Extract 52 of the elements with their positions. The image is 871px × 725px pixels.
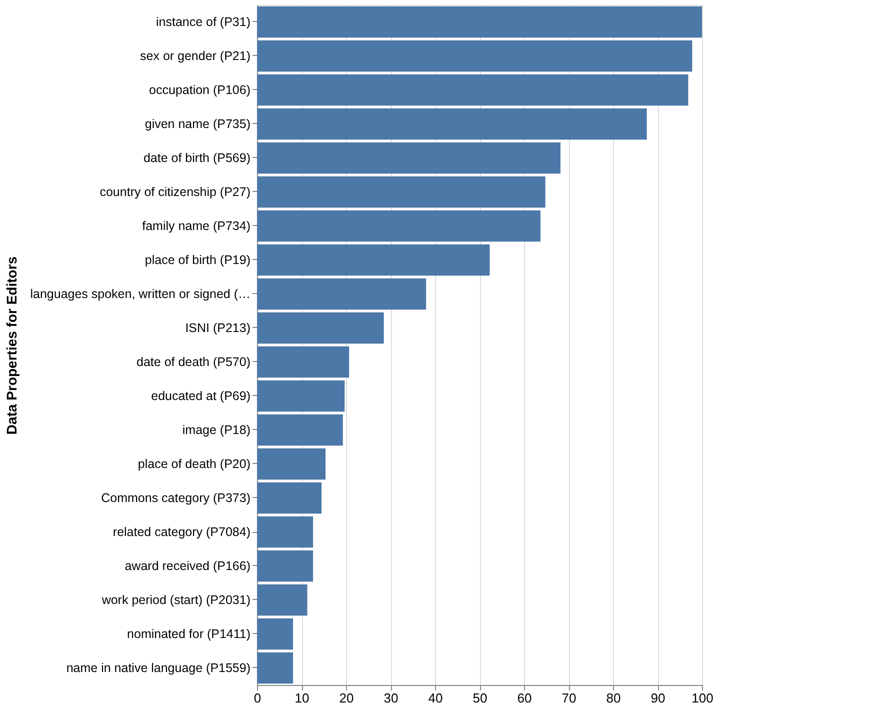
- bar: [257, 584, 308, 616]
- bar: [257, 414, 343, 446]
- bar: [257, 550, 314, 582]
- bar: [257, 142, 560, 174]
- bar: [257, 516, 314, 548]
- bar: [257, 210, 540, 242]
- bar: [257, 176, 546, 208]
- y-tick-label: image (P18): [182, 423, 250, 437]
- bar: [257, 244, 490, 276]
- y-tick-label: occupation (P106): [149, 83, 250, 97]
- y-tick-label: family name (P734): [142, 219, 250, 233]
- bar: [257, 482, 322, 514]
- y-tick-label: sex or gender (P21): [140, 49, 250, 63]
- x-tick-label: 100: [692, 690, 714, 706]
- y-tick-label: ISNI (P213): [185, 321, 250, 335]
- x-tick-label: 80: [606, 690, 621, 706]
- y-tick-label: country of citizenship (P27): [100, 185, 250, 199]
- x-tick-label: 30: [384, 690, 398, 706]
- x-tick-label: 60: [517, 690, 532, 706]
- bar: [257, 380, 345, 412]
- bar: [257, 278, 426, 310]
- bar: [257, 346, 350, 378]
- y-tick-label: languages spoken, written or signed (…: [30, 287, 250, 301]
- y-tick-label: date of birth (P569): [143, 151, 250, 165]
- y-tick-label: Commons category (P373): [101, 491, 250, 505]
- x-tick-label: 40: [428, 690, 443, 706]
- y-tick-label: instance of (P31): [156, 15, 250, 29]
- x-tick-label: 10: [294, 690, 310, 706]
- bar: [257, 618, 294, 650]
- y-tick-label: given name (P735): [144, 117, 250, 131]
- bar: [257, 448, 326, 480]
- bar: [257, 74, 688, 106]
- y-tick-label: nominated for (P1411): [127, 627, 250, 641]
- y-tick-label: place of death (P20): [138, 457, 250, 471]
- y-tick-label: date of death (P570): [136, 355, 250, 369]
- y-axis-title: Data Properties for Editors: [4, 256, 20, 435]
- bar: [257, 40, 692, 72]
- x-tick-label: 50: [472, 690, 488, 706]
- y-tick-label: related category (P7084): [112, 525, 250, 539]
- y-tick-label: name in native language (P1559): [66, 661, 250, 675]
- y-tick-label: award received (P166): [124, 559, 250, 573]
- bar: [257, 312, 384, 344]
- x-tick-label: 70: [562, 690, 576, 706]
- y-tick-label: place of birth (P19): [144, 253, 250, 267]
- y-tick-label: educated at (P69): [151, 389, 250, 403]
- x-tick-label: 0: [254, 690, 262, 706]
- bar: [257, 108, 647, 140]
- x-tick-label: 90: [650, 690, 666, 706]
- bar: [257, 652, 294, 684]
- bar: [257, 6, 702, 38]
- x-tick-label: 20: [339, 690, 354, 706]
- y-tick-label: work period (start) (P2031): [100, 593, 250, 607]
